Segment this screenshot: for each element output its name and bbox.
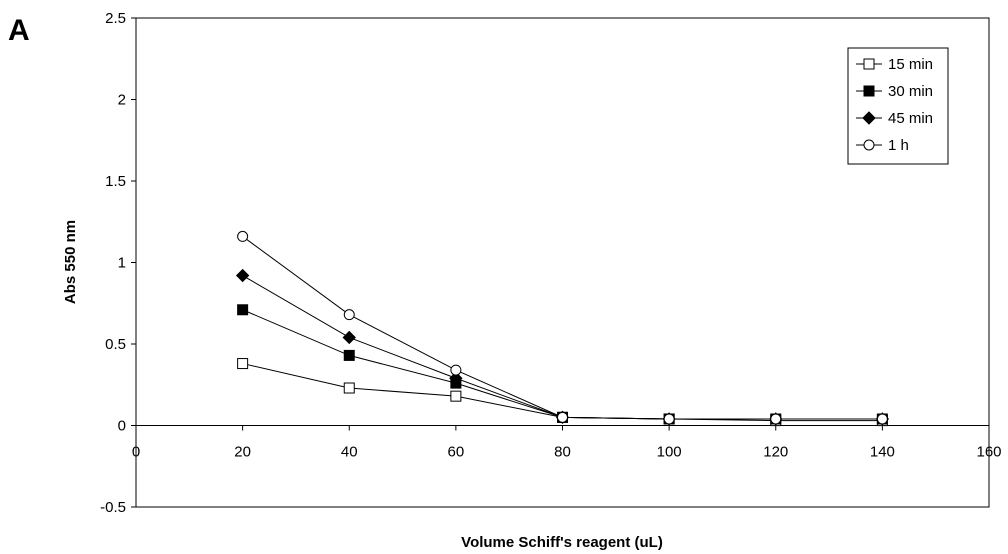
x-tick-label: 60: [448, 444, 465, 461]
x-tick-label: 80: [554, 444, 571, 461]
data-point: [450, 390, 462, 402]
series-45-min: [235, 268, 890, 426]
y-tick-label: 0: [118, 418, 126, 435]
legend-marker: [863, 139, 875, 151]
x-tick-label: 0: [132, 444, 140, 461]
x-tick-label: 100: [657, 444, 682, 461]
data-point: [663, 413, 675, 425]
data-point: [449, 371, 463, 385]
y-axis: -0.5 0 0.5 1 1.5 2 2.5: [100, 10, 137, 516]
legend-item-45-min: 45 min: [856, 110, 933, 127]
series-1-h: [237, 230, 888, 425]
legend: 15 min 30 min 45 min 1 h: [847, 47, 949, 165]
y-axis-title: Abs 550 nm: [62, 220, 79, 304]
y-tick-label: 0.5: [105, 336, 126, 353]
legend-label: 15 min: [888, 56, 933, 73]
data-point: [237, 304, 249, 316]
y-tick-label: 1: [118, 255, 126, 272]
series-line: [242, 309, 883, 420]
legend-marker: [863, 85, 875, 97]
legend-item-15-min: 15 min: [856, 56, 933, 73]
x-tick-label: 160: [976, 444, 1001, 461]
legend-label: 45 min: [888, 110, 933, 127]
data-point: [235, 268, 250, 283]
data-point: [450, 364, 462, 376]
data-point: [237, 230, 249, 242]
y-tick-label: 2: [118, 92, 126, 109]
data-point: [343, 309, 355, 321]
legend-label: 30 min: [888, 83, 933, 100]
data-point: [237, 358, 249, 370]
data-point: [770, 413, 782, 425]
legend-marker: [863, 58, 875, 70]
x-axis: 0 20 40 60 80 100 120 140 160: [132, 425, 1002, 461]
legend-label: 1 h: [888, 137, 909, 154]
x-tick-label: 20: [234, 444, 251, 461]
data-point: [557, 411, 568, 423]
y-tick-label: 1.5: [105, 173, 126, 190]
legend-item-1-h: 1 h: [856, 137, 909, 154]
data-point: [342, 330, 356, 345]
y-tick-label: 2.5: [105, 10, 126, 27]
data-point: [343, 349, 355, 361]
legend-marker: [862, 111, 876, 125]
panel-label: A: [8, 14, 30, 47]
series-line: [242, 236, 883, 420]
data-point: [343, 382, 355, 394]
x-tick-label: 140: [870, 444, 895, 461]
series-layer: [235, 230, 890, 427]
series-30-min: [237, 304, 888, 425]
series-line: [242, 275, 883, 420]
y-tick-label: -0.5: [100, 499, 126, 516]
legend-item-30-min: 30 min: [856, 83, 933, 100]
x-tick-label: 120: [763, 444, 788, 461]
x-axis-title: Volume Schiff's reagent (uL): [461, 534, 663, 551]
x-tick-label: 40: [341, 444, 358, 461]
data-point: [876, 413, 888, 425]
